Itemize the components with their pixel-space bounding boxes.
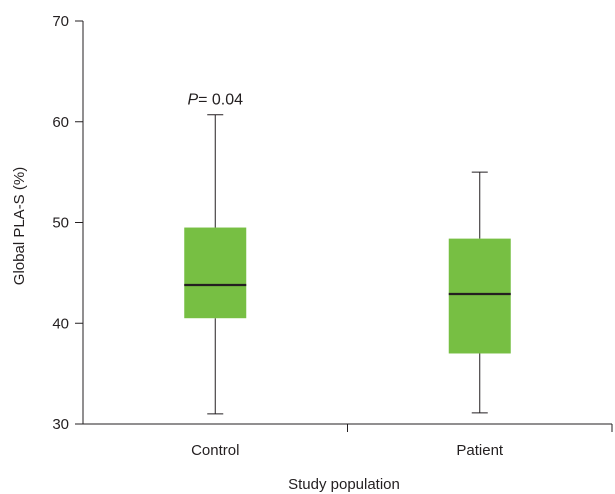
- p-symbol: P: [187, 92, 198, 109]
- iqr-box: [448, 238, 511, 354]
- y-tick-label: 60: [52, 114, 69, 131]
- labels: Global PLA-S (%) Study population P= 0.0…: [11, 92, 504, 493]
- y-tick-label: 70: [52, 13, 69, 30]
- y-tick-label: 40: [52, 315, 69, 332]
- x-axis-title: Study population: [288, 476, 400, 493]
- y-tick-label: 50: [52, 215, 69, 232]
- p-value-annotation: P= 0.04: [187, 92, 243, 109]
- boxes: [184, 114, 511, 415]
- p-value-text: = 0.04: [198, 92, 243, 109]
- y-tick-label: 30: [52, 416, 69, 433]
- x-category-label: Control: [191, 442, 239, 459]
- y-axis-title: Global PLA-S (%): [11, 167, 28, 285]
- iqr-box: [184, 227, 247, 319]
- x-category-label: Patient: [456, 442, 504, 459]
- axes: 30 40 50 60 70: [52, 13, 613, 433]
